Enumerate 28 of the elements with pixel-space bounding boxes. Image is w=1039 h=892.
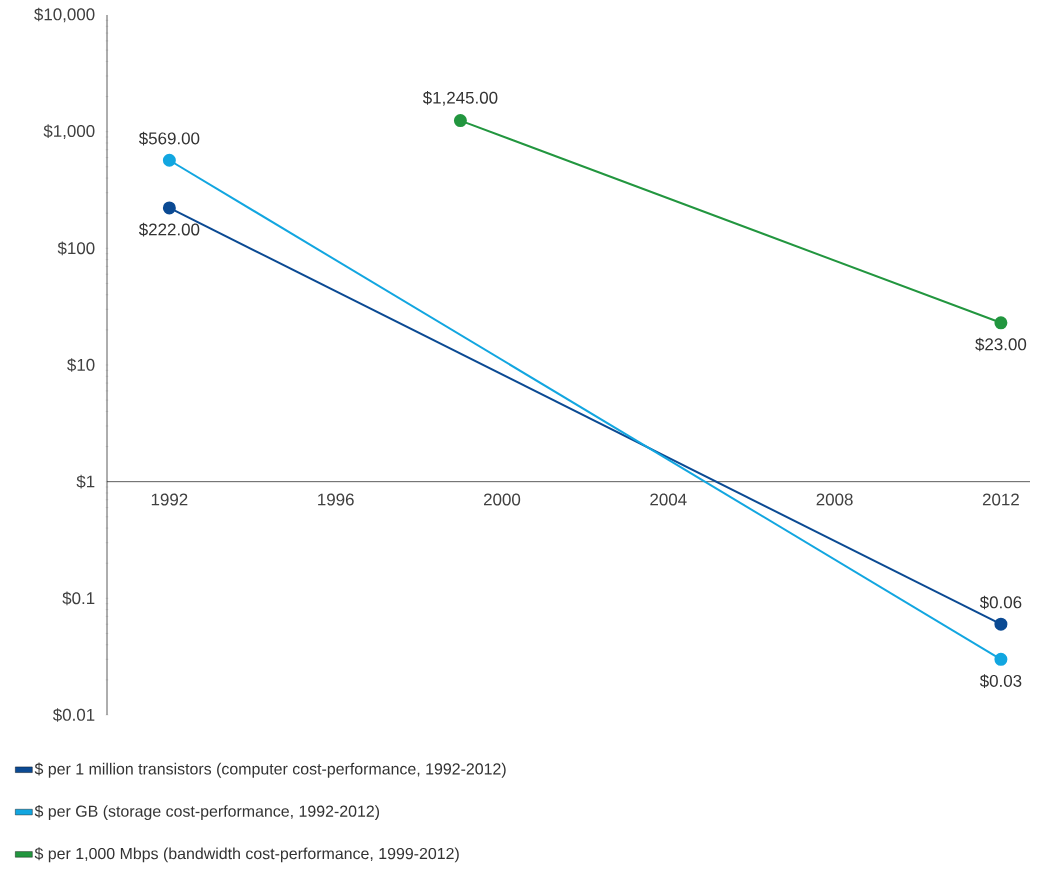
y-tick-label: $1 bbox=[76, 474, 95, 489]
y-tick-label: $10 bbox=[67, 358, 95, 372]
y-tick-label: $0.1 bbox=[62, 591, 95, 606]
point bbox=[994, 316, 1008, 330]
data-label: $0.06 bbox=[979, 595, 1022, 610]
point bbox=[994, 652, 1008, 666]
point bbox=[162, 153, 176, 167]
data-label: $23.00 bbox=[975, 337, 1027, 352]
point bbox=[453, 114, 467, 128]
data-label: $569.00 bbox=[138, 131, 200, 146]
legend-label: $ per 1,000 Mbps (bandwidth cost-performance, 1999-2012) bbox=[34, 847, 459, 863]
x-tick-label: 2004 bbox=[650, 493, 687, 506]
point bbox=[994, 617, 1008, 631]
legend-label: $ per GB (storage cost-performance, 1992-2012) bbox=[34, 804, 380, 821]
y-tick-label: $0.01 bbox=[52, 708, 95, 722]
data-label: $1,245.00 bbox=[422, 91, 498, 106]
data-label: $222.00 bbox=[138, 222, 200, 237]
x-tick-label: 2012 bbox=[982, 493, 1019, 506]
data-label: $0.03 bbox=[979, 674, 1022, 688]
point bbox=[162, 201, 176, 215]
y-tick-label: $100 bbox=[57, 241, 95, 256]
legend-label: $ per 1 million transistors (computer cost-performance, 1992-2012) bbox=[34, 762, 506, 778]
y-tick-label: $10,000 bbox=[34, 7, 95, 23]
y-tick-label: $1,000 bbox=[43, 124, 95, 140]
x-tick-label: 2000 bbox=[484, 493, 521, 506]
x-tick-label: 1996 bbox=[318, 493, 354, 506]
x-tick-label: 2008 bbox=[816, 493, 853, 506]
x-tick-label: 1992 bbox=[151, 493, 188, 506]
